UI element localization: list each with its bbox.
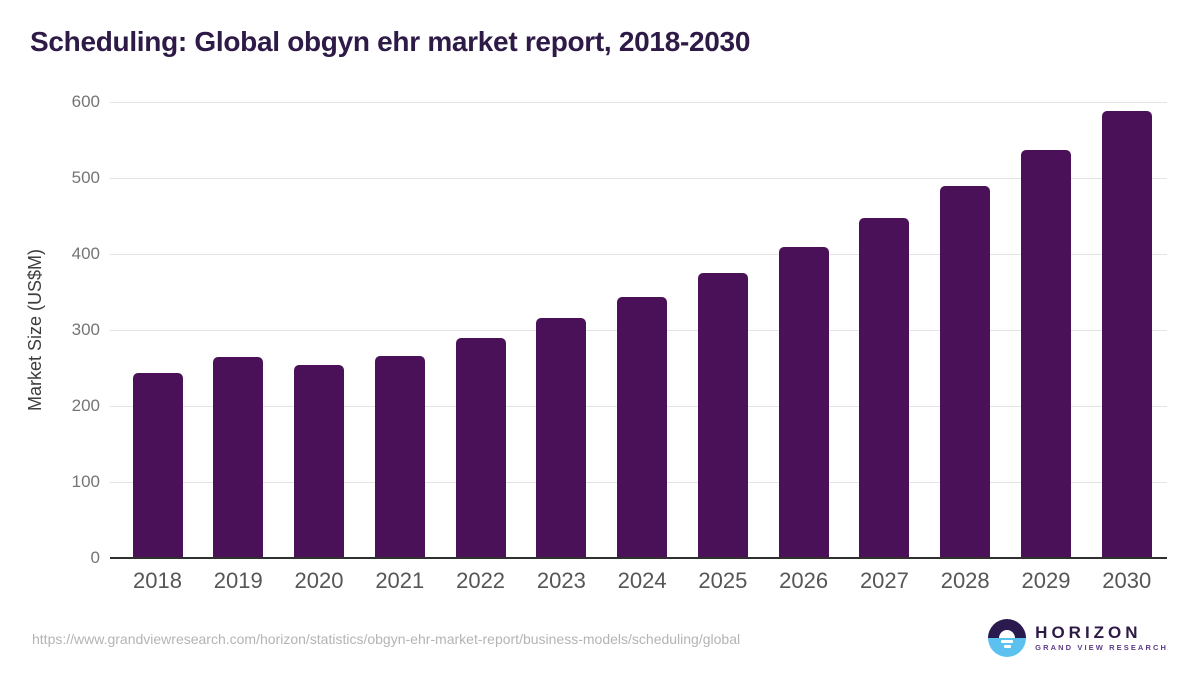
x-label-2029: 2029 — [1021, 568, 1071, 593]
bar-2030[interactable] — [1101, 111, 1152, 558]
bar-2023[interactable] — [536, 317, 587, 558]
x-label-2025: 2025 — [698, 568, 748, 593]
logo-sun-icon — [999, 630, 1016, 638]
bar-2021[interactable] — [374, 355, 425, 558]
x-label-2022: 2022 — [456, 568, 506, 593]
logo-tagline: GRAND VIEW RESEARCH — [1035, 643, 1168, 652]
gridline-500 — [110, 178, 1167, 179]
logo-reflection-line — [1001, 640, 1014, 643]
bar-2022[interactable] — [455, 338, 506, 558]
x-label-2023: 2023 — [536, 568, 586, 593]
x-label-2028: 2028 — [940, 568, 990, 593]
x-label-2026: 2026 — [779, 568, 829, 593]
horizon-logo-icon — [988, 619, 1027, 657]
x-label-2018: 2018 — [133, 568, 182, 593]
x-label-2020: 2020 — [294, 568, 344, 593]
logo-text: HORIZON GRAND VIEW RESEARCH — [1035, 623, 1168, 653]
bar-2027[interactable] — [859, 218, 910, 558]
source-url: https://www.grandviewresearch.com/horizo… — [32, 631, 741, 647]
bar-chart-plot — [110, 102, 1167, 559]
y-tick-label-0: 0 — [90, 548, 100, 567]
bar-2020[interactable] — [294, 364, 345, 558]
x-label-2021: 2021 — [375, 568, 425, 593]
bar-2029[interactable] — [1020, 149, 1071, 558]
y-tick-label-300: 300 — [71, 320, 100, 339]
bar-2028[interactable] — [940, 186, 991, 558]
y-tick-label-600: 600 — [71, 92, 100, 111]
x-axis-line — [110, 557, 1167, 559]
bar-2018[interactable] — [132, 372, 183, 558]
logo-sky-half — [988, 619, 1027, 638]
gridline-400 — [110, 254, 1167, 255]
y-tick-label-500: 500 — [71, 168, 100, 187]
x-label-2019: 2019 — [213, 568, 263, 593]
bar-2024[interactable] — [617, 297, 668, 558]
horizon-logo: HORIZON GRAND VIEW RESEARCH — [988, 619, 1168, 657]
x-label-2030: 2030 — [1102, 568, 1152, 593]
bar-2019[interactable] — [213, 357, 264, 558]
x-label-2024: 2024 — [617, 568, 667, 593]
logo-brand: HORIZON — [1035, 623, 1142, 642]
x-label-2027: 2027 — [859, 568, 909, 593]
y-tick-label-100: 100 — [71, 472, 100, 491]
y-tick-label-200: 200 — [71, 396, 100, 415]
logo-reflection-line — [1003, 645, 1011, 648]
bar-2025[interactable] — [697, 273, 748, 558]
y-tick-label-400: 400 — [71, 244, 100, 263]
bar-2026[interactable] — [778, 247, 829, 558]
page-title: Scheduling: Global obgyn ehr market repo… — [30, 26, 751, 57]
logo-sea-half — [988, 638, 1027, 657]
gridline-600 — [110, 102, 1167, 103]
